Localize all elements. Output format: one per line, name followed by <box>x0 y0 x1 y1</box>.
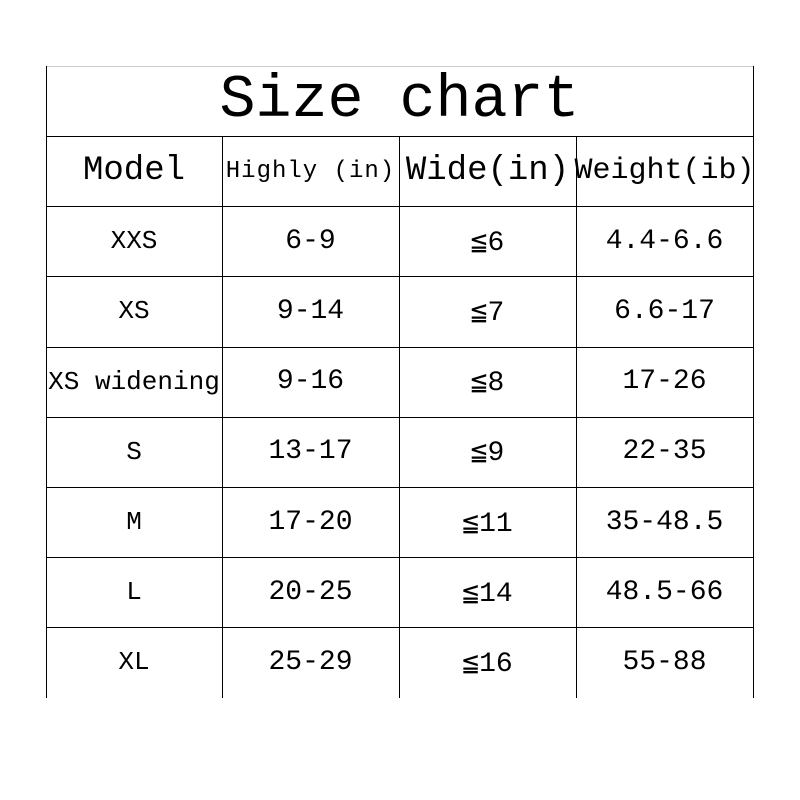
table-cell: 6.6-17 <box>614 295 715 327</box>
table-cell: ≦9 <box>470 438 505 470</box>
table-cell: ≦16 <box>462 648 513 680</box>
table-cell: ≦8 <box>470 368 505 400</box>
table-cell: ≦11 <box>462 508 513 540</box>
table-cell: XS <box>118 296 150 327</box>
outer-line <box>753 66 754 698</box>
column-header: Wide(in) <box>405 152 570 191</box>
outer-line <box>46 66 47 698</box>
table-cell: S <box>126 436 142 467</box>
table-cell: XL <box>118 647 150 678</box>
table-cell: 55-88 <box>622 646 707 678</box>
table-cell: 25-29 <box>268 646 353 678</box>
column-line <box>222 136 223 698</box>
table-cell: 9-16 <box>276 366 345 398</box>
table-cell: 48.5-66 <box>605 576 724 608</box>
table-cell: 4.4-6.6 <box>605 225 724 257</box>
table-cell: L <box>126 577 142 608</box>
table-cell: M <box>126 507 142 538</box>
table-cell: 13-17 <box>268 436 353 468</box>
table-cell: ≦7 <box>470 297 505 329</box>
column-header: Highly (in) <box>225 157 396 185</box>
column-header: Model <box>82 152 186 191</box>
column-header: Weight(ib) <box>574 154 755 189</box>
table-cell: 35-48.5 <box>605 506 724 538</box>
table-cell: XXS <box>110 226 158 257</box>
top-border <box>46 66 753 67</box>
table-cell: 17-26 <box>622 366 707 398</box>
table-cell: 22-35 <box>622 436 707 468</box>
table-cell: XS widening <box>48 366 220 397</box>
chart-title: Size chart <box>219 67 580 135</box>
table-cell: 6-9 <box>285 225 336 257</box>
table-cell: 17-20 <box>268 506 353 538</box>
table-cell: ≦14 <box>462 578 513 610</box>
column-line <box>576 136 577 698</box>
table-cell: 9-14 <box>276 295 345 327</box>
table-cell: 20-25 <box>268 576 353 608</box>
column-line <box>399 136 400 698</box>
table-cell: ≦6 <box>470 227 505 259</box>
